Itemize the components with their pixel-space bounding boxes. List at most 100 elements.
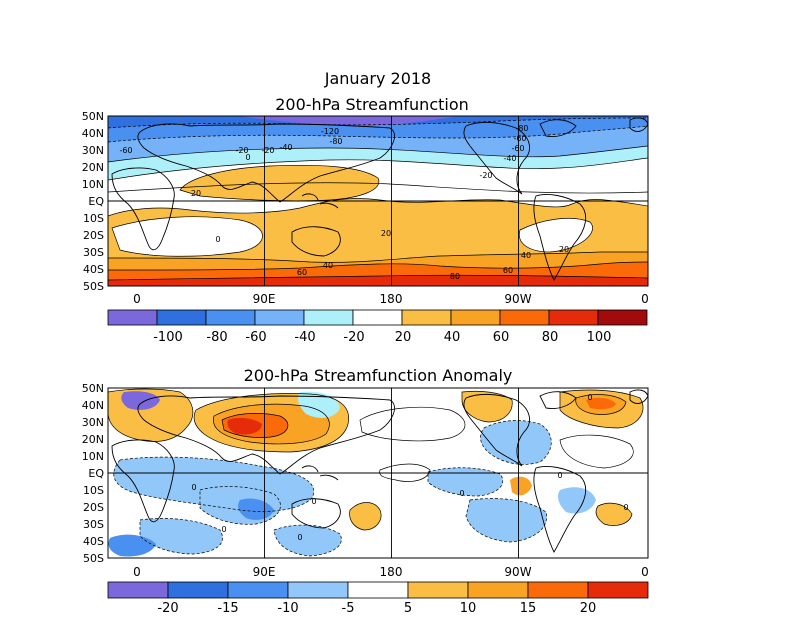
bot-neg-sw <box>108 534 156 557</box>
top-contour-label: 80 <box>450 272 460 281</box>
bottom-colorbar-label: -20 <box>157 601 178 616</box>
bottom-contour-labels: 0 0 0 0 0 0 0 0 <box>191 393 628 542</box>
bottom-colorbar-label: 20 <box>580 601 597 616</box>
top-contour-label: 0 <box>245 153 250 162</box>
top-lat-label: 50S <box>83 280 104 293</box>
bot-neg-npac <box>298 391 340 418</box>
bottom-colorbar-label: 5 <box>404 601 412 616</box>
top-colorbar-label: 80 <box>542 330 559 345</box>
top-colorbar-label: 20 <box>395 330 412 345</box>
top-contour-label: 60 <box>503 266 513 275</box>
bottom-lon-label: 0 <box>641 565 649 579</box>
bottom-lat-label: 20S <box>83 501 104 514</box>
top-lat-label: 30N <box>82 144 104 157</box>
bottom-map-frame <box>107 387 649 559</box>
bot-pos-satl <box>596 503 632 526</box>
bot-neg-aus <box>140 518 223 554</box>
bot-neg-nw <box>121 391 160 410</box>
bottom-contour-label: 0 <box>221 525 226 534</box>
bottom-colorbar-swatch <box>527 581 589 599</box>
top-contour-label: 40 <box>323 261 333 270</box>
bottom-lat-label: 50N <box>82 382 104 395</box>
top-colorbar-swatch <box>597 309 648 326</box>
top-colorbar-swatch <box>156 309 207 326</box>
bottom-colorbar-swatch <box>407 581 469 599</box>
top-lat-label: 20S <box>83 229 104 242</box>
bottom-lon-label: 90W <box>504 565 531 579</box>
bottom-colorbar-labels: -20 -15 -10 -5 5 10 15 20 <box>157 601 596 616</box>
bot-neg-namer <box>480 420 552 465</box>
top-contour-label: 20 <box>191 189 201 198</box>
bot-neg-spac-2 <box>466 498 547 542</box>
bottom-contour-label: 0 <box>623 503 628 512</box>
top-lon-label: 0 <box>133 292 141 306</box>
top-lon-label: 180 <box>380 292 403 306</box>
top-lat-label: 10S <box>83 212 104 225</box>
figure-title: January 2018 <box>324 69 431 88</box>
bot-neg-spac-3 <box>558 487 596 514</box>
top-colorbar-swatch <box>499 309 550 326</box>
bottom-coastlines <box>111 389 648 553</box>
top-contour-label: 20 <box>381 229 391 238</box>
top-panel-title: 200-hPa Streamfunction <box>275 95 469 114</box>
top-lon-label: 90E <box>253 292 276 306</box>
bottom-lat-label: 30S <box>83 518 104 531</box>
bottom-panel-title: 200-hPa Streamfunction Anomaly <box>244 366 513 385</box>
top-contour-label: -80 <box>515 124 528 133</box>
top-contour-label: -20 <box>235 146 248 155</box>
bottom-lon-label: 180 <box>380 565 403 579</box>
top-map <box>108 116 648 286</box>
bottom-lat-label: 40S <box>83 535 104 548</box>
bottom-lat-label: 20N <box>82 433 104 446</box>
top-colorbar-swatch <box>107 309 158 326</box>
top-contour-labels: -120 -80 -60 -40 -20 0 20 20 20 40 40 60… <box>119 124 569 281</box>
bottom-colorbar-swatch <box>287 581 349 599</box>
bottom-colorbar-swatch <box>467 581 529 599</box>
bottom-lat-labels: 50N 40N 30N 20N 10N EQ 10S 20S 30S 40S 5… <box>82 382 105 565</box>
top-contour-label: -40 <box>503 154 516 163</box>
top-map-frame <box>107 115 649 287</box>
top-colorbar-label: -20 <box>343 330 364 345</box>
bottom-colorbar-label: 10 <box>460 601 477 616</box>
bottom-lat-label: 10N <box>82 450 104 463</box>
top-band-n-purple <box>240 116 460 126</box>
top-contour-label: -60 <box>511 144 524 153</box>
bot-neg-aus-2 <box>274 525 342 556</box>
top-lat-labels: 50N 40N 30N 20N 10N EQ 10S 20S 30S 40S 5… <box>82 110 105 293</box>
top-lon-label: 0 <box>641 292 649 306</box>
top-lat-label: 30S <box>83 246 104 259</box>
top-band-s-80 <box>108 275 648 286</box>
top-colorbar-label: -60 <box>245 330 266 345</box>
bottom-colorbar-label: -5 <box>342 601 355 616</box>
bottom-lon-label: 0 <box>133 565 141 579</box>
bottom-contour-label: 0 <box>311 497 316 506</box>
bottom-lat-label: 50S <box>83 552 104 565</box>
top-colorbar-swatch <box>303 309 354 326</box>
bot-pos-asia-4 <box>227 417 262 435</box>
top-colorbar-swatch <box>205 309 256 326</box>
bottom-colorbar-swatch <box>227 581 289 599</box>
top-colorbar-label: 60 <box>493 330 510 345</box>
top-lat-label: EQ <box>88 195 104 208</box>
bottom-colorbar-swatch <box>347 581 409 599</box>
top-contour-label: 60 <box>297 268 307 277</box>
top-colorbar-label: -80 <box>206 330 227 345</box>
top-lon-labels: 0 90E 180 90W 0 <box>133 292 649 306</box>
top-colorbar-label: -40 <box>294 330 315 345</box>
bottom-lat-label: 30N <box>82 416 104 429</box>
bot-neg-ind-3 <box>238 498 274 520</box>
bottom-lat-label: EQ <box>88 467 104 480</box>
top-lat-label: 20N <box>82 161 104 174</box>
bottom-colorbar-label: 15 <box>520 601 537 616</box>
bottom-colorbar-swatch <box>167 581 229 599</box>
bottom-contour-label: 0 <box>459 489 464 498</box>
top-lat-label: 50N <box>82 110 104 123</box>
bottom-lon-labels: 0 90E 180 90W 0 <box>133 565 649 579</box>
bot-pos-npac <box>462 391 513 422</box>
bot-pos-spac <box>349 502 382 530</box>
bottom-lat-label: 40N <box>82 399 104 412</box>
bottom-colorbar-label: -10 <box>277 601 298 616</box>
top-colorbar-swatch <box>352 309 403 326</box>
